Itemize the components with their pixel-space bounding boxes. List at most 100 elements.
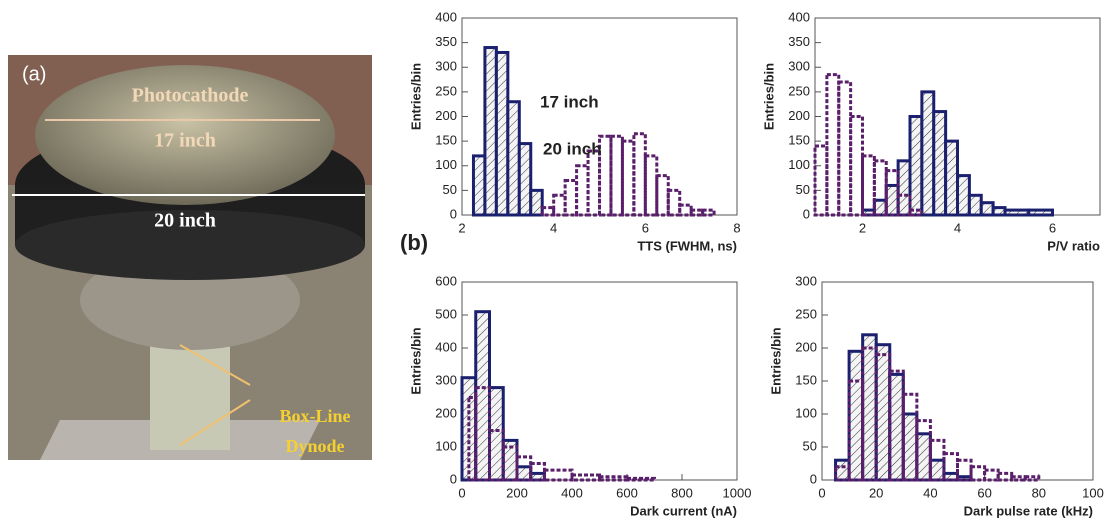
x-tick-label: 800 [671,485,693,500]
x-tick-label: 20 [869,485,883,500]
histogram-bar [967,193,983,217]
y-axis-label: Entries/bin [408,327,423,394]
histogram-bar [944,139,959,217]
x-tick-label: 8 [733,220,740,235]
histogram-bar [570,473,601,482]
histogram-bar [529,188,544,217]
histogram-bar [837,80,853,217]
x-tick-label: 600 [616,485,638,500]
histogram-bar [540,206,556,217]
histogram-bar [494,50,510,217]
annotation: 20 inch [543,139,602,158]
histogram-bar [678,203,693,217]
x-tick-label: 2 [458,220,465,235]
histogram-bar [849,115,864,217]
histogram-bar [872,198,888,217]
x-tick-label: 6 [1049,220,1056,235]
histogram-bar [666,188,682,217]
x-axis-label: Dark current (nA) [630,503,737,518]
photo-dome [35,65,335,205]
y-tick-label: 400 [788,9,810,24]
x-axis-label: TTS (FWHM, ns) [637,238,737,253]
y-tick-label: 300 [795,273,817,288]
y-axis-label: Entries/bin [761,63,776,130]
histogram-bar [701,208,716,217]
y-tick-label: 300 [435,59,457,74]
photo-text: Box-Line [279,406,350,426]
y-tick-label: 50 [443,182,457,197]
x-tick-label: 4 [550,220,557,235]
x-tick-label: 40 [923,485,937,500]
x-axis-label: P/V ratio [1047,238,1100,253]
histogram-bar [506,100,521,217]
histogram-bar [847,349,865,482]
y-tick-label: 200 [435,108,457,123]
panel-label: (b) [400,230,428,255]
histogram-bar [908,208,924,217]
histogram-bar [908,115,924,217]
y-tick-label: 200 [788,108,810,123]
y-tick-label: 400 [435,339,457,354]
histogram-bar [586,149,602,217]
histogram-bar [888,372,905,482]
histogram-bar [969,465,987,482]
y-tick-label: 100 [795,405,817,420]
histogram-bar [474,386,491,482]
x-tick-label: 0 [818,485,825,500]
histogram-bar [625,476,656,482]
histogram-bar [979,201,995,217]
y-tick-label: 250 [788,83,810,98]
photo-label: (a) [22,63,46,85]
histogram-bar [474,310,491,482]
histogram-bar [515,465,533,482]
histogram-bar [689,208,705,217]
y-tick-label: 600 [435,273,457,288]
histogram-bar [825,73,841,217]
y-tick-label: 150 [435,133,457,148]
histogram-bar [483,46,498,217]
histogram-bar [467,396,478,482]
y-tick-label: 350 [435,34,457,49]
y-tick-label: 0 [803,206,810,221]
histogram-bar [1023,475,1041,482]
photo: (a) Photocathode 17 inch 20 inch Box-Lin… [8,55,372,460]
histogram-bar [1003,208,1031,217]
histogram-bar [896,159,912,217]
histogram-bar [488,386,505,482]
x-tick-label: 200 [506,485,528,500]
photo-text: Photocathode [132,85,249,107]
histogram-bar [896,193,912,217]
y-tick-label: 150 [795,372,817,387]
histogram-bar [575,164,590,217]
histogram-bar [552,193,567,217]
y-tick-label: 0 [450,471,457,486]
histogram-bar [991,206,1007,217]
y-tick-label: 300 [435,372,457,387]
y-tick-label: 0 [450,206,457,221]
histogram-bar [861,333,878,482]
histogram-bar [928,458,946,482]
y-tick-label: 350 [788,34,810,49]
photo-text: 20 inch [154,210,216,232]
y-tick-label: 400 [435,9,457,24]
histogram-bar [888,369,905,482]
histogram-bar [598,475,629,482]
y-tick-label: 50 [796,182,810,197]
histogram-bar [609,134,624,217]
histogram-bar [901,412,919,482]
histogram-bar [655,174,670,217]
histogram-bar [932,110,948,217]
x-tick-label: 80 [1032,485,1046,500]
y-tick-label: 100 [435,438,457,453]
x-tick-label: 1000 [723,485,752,500]
x-tick-label: 4 [954,220,961,235]
x-tick-label: 2 [859,220,866,235]
histogram-bar [813,144,829,217]
histogram-bar [563,179,579,217]
histogram-bar [996,471,1014,482]
histogram-bar [915,432,932,482]
histogram-bar [884,183,900,217]
annotation: 17 inch [540,92,599,111]
histogram-bar [956,174,971,217]
